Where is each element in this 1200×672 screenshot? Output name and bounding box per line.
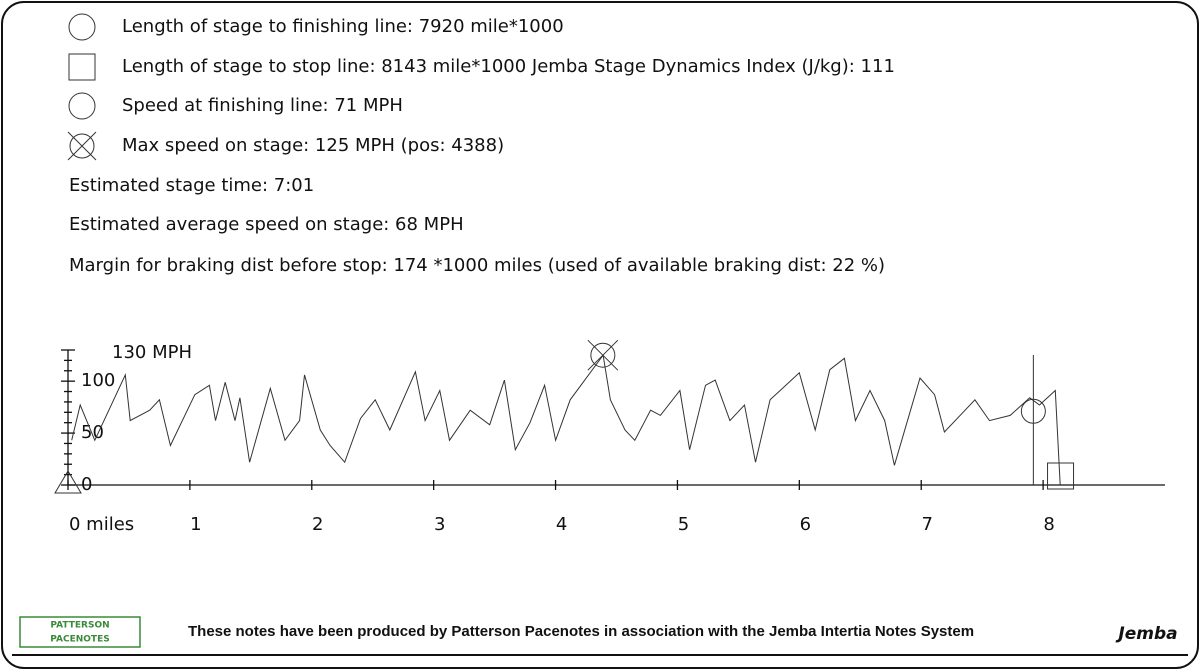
info-line: Speed at finishing line: 71 MPH <box>122 95 403 116</box>
x-tick-label: 0 miles <box>69 514 134 535</box>
footer-text: These notes have been produced by Patter… <box>188 623 974 640</box>
finish-icon <box>68 13 96 41</box>
speed-icon <box>68 92 96 120</box>
x-tick-label: 8 <box>1043 514 1054 535</box>
finish-marker <box>1020 398 1046 424</box>
max-icon <box>67 131 97 161</box>
info-line: Max speed on stage: 125 MPH (pos: 4388) <box>122 135 504 156</box>
max-cross <box>587 339 619 371</box>
logo-top: PATTERSON <box>50 621 109 631</box>
max-marker <box>590 342 616 368</box>
y-tick-label: 50 <box>81 422 104 443</box>
logo-bottom: PACENOTES <box>50 635 109 645</box>
x-tick-label: 3 <box>434 514 445 535</box>
x-tick-label: 6 <box>800 514 811 535</box>
info-line: Estimated average speed on stage: 68 MPH <box>69 214 464 235</box>
y-tick-label: 130 MPH <box>112 342 192 363</box>
x-tick-label: 2 <box>312 514 323 535</box>
y-tick-label: 100 <box>81 370 115 391</box>
y-tick-label: 0 <box>81 474 92 495</box>
start-marker <box>54 470 82 494</box>
stop-icon <box>68 53 96 81</box>
info-line: Length of stage to finishing line: 7920 … <box>122 16 564 37</box>
x-tick-label: 4 <box>556 514 567 535</box>
x-tick-label: 7 <box>921 514 932 535</box>
info-line: Length of stage to stop line: 8143 mile*… <box>122 56 895 77</box>
brand: Jemba <box>1115 624 1177 644</box>
x-tick-label: 1 <box>190 514 201 535</box>
x-tick-label: 5 <box>678 514 689 535</box>
speed-line <box>71 353 1061 486</box>
stop-marker <box>1047 462 1075 490</box>
info-line: Margin for braking dist before stop: 174… <box>69 255 885 276</box>
info-line: Estimated stage time: 7:01 <box>69 175 314 196</box>
logo: PATTERSON PACENOTES <box>19 616 141 648</box>
